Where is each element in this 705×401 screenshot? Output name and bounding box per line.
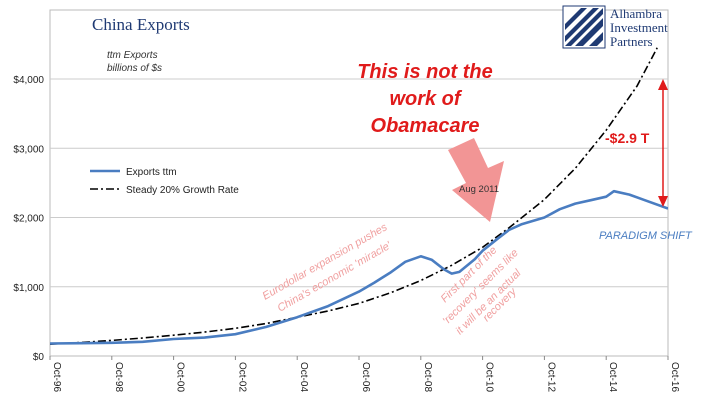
x-tick-label: Oct-12 xyxy=(545,362,556,392)
headline-line-3: Obamacare xyxy=(371,115,480,137)
legend: Exports ttm Steady 20% Growth Rate xyxy=(90,167,239,196)
headline-line-1: This is not the xyxy=(357,61,493,83)
y-tick-label: $4,000 xyxy=(13,75,44,86)
event-label-aug-2011: Aug 2011 xyxy=(459,184,499,195)
units-label-line-2: billions of $s xyxy=(107,63,162,74)
y-tick-label: $3,000 xyxy=(13,144,44,155)
series-line-exports-ttm xyxy=(50,189,668,345)
x-tick-label: Oct-10 xyxy=(484,362,495,392)
x-tick-label: Oct-02 xyxy=(236,362,247,392)
x-tick-label: Oct-96 xyxy=(51,362,62,392)
units-label-line-1: ttm Exports xyxy=(107,50,158,61)
y-tick-label: $1,000 xyxy=(13,283,44,294)
series-line-steady-growth xyxy=(50,47,658,345)
x-tick-label: Oct-14 xyxy=(607,362,618,392)
logo-line-1: Alhambra xyxy=(610,6,662,21)
alhambra-logo: Alhambra Investment Partners xyxy=(562,5,668,49)
chart-title: China Exports xyxy=(92,15,190,34)
x-tick-label: Oct-04 xyxy=(298,362,309,392)
x-tick-label: Oct-06 xyxy=(360,362,371,392)
pink-arrow xyxy=(448,138,504,222)
x-tick-label: Oct-08 xyxy=(422,362,433,392)
logo-line-3: Partners xyxy=(610,34,653,49)
y-tick-label: $0 xyxy=(33,352,45,363)
gridlines xyxy=(50,78,668,288)
alhambra-logo-icon xyxy=(562,5,606,49)
x-tick-label: Oct-00 xyxy=(175,362,186,392)
x-tick-label: Oct-98 xyxy=(113,362,124,392)
logo-line-2: Investment xyxy=(610,20,668,35)
x-tick-labels: Oct-96 Oct-98 Oct-00 Oct-02 Oct-04 Oct-06 Oct-… xyxy=(49,356,680,392)
y-tick-labels: $0 $1,000 $2,000 $3,000 $4,000 xyxy=(13,75,44,363)
y-tick-label: $2,000 xyxy=(13,214,44,225)
paradigm-shift-label: PARADIGM SHIFT xyxy=(599,230,693,242)
x-tick-label: Oct-16 xyxy=(669,362,680,392)
legend-label-exports-ttm: Exports ttm xyxy=(126,167,177,178)
legend-label-steady-growth: Steady 20% Growth Rate xyxy=(126,185,239,196)
gap-arrow xyxy=(658,79,668,207)
gap-label: -$2.9 T xyxy=(605,130,650,146)
headline-line-2: work of xyxy=(389,88,462,110)
